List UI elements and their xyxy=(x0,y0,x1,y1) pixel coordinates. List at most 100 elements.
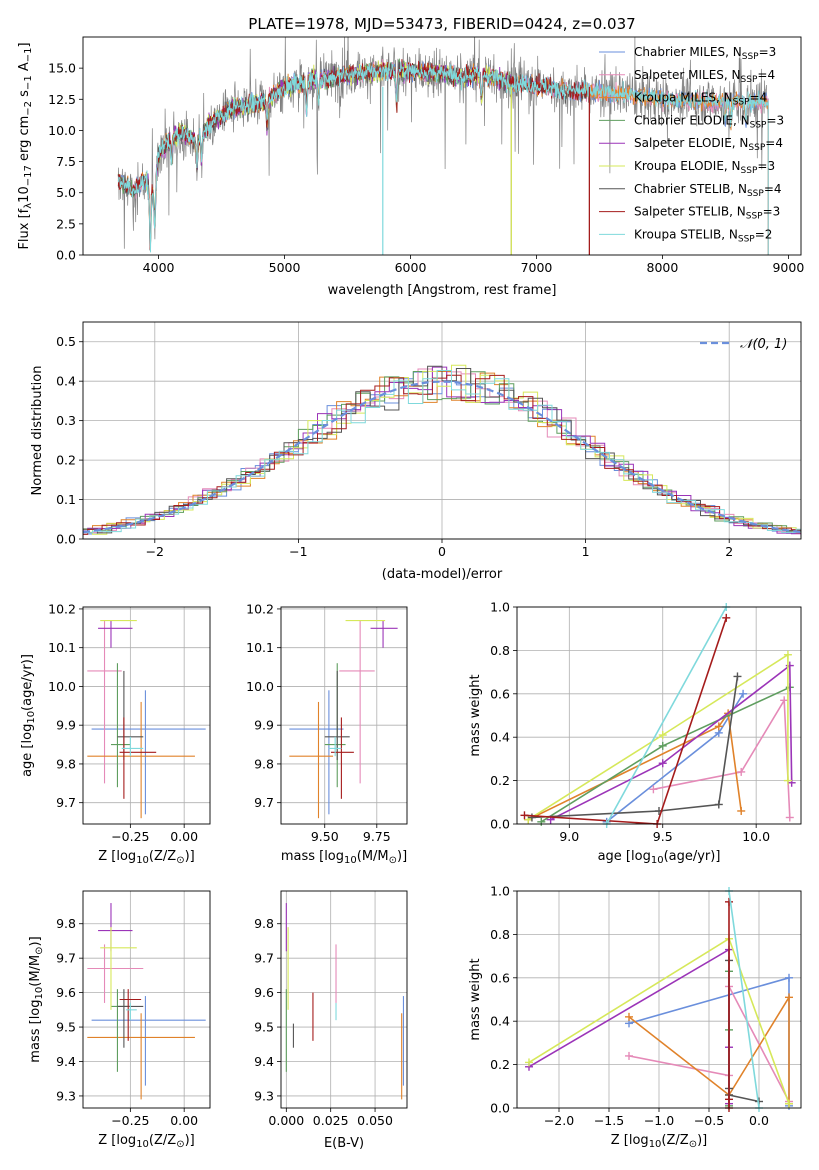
x-tick-label: 6000 xyxy=(395,260,427,275)
label-part: (M/M xyxy=(28,955,43,987)
axes-frame xyxy=(516,890,802,1109)
residual-histogram-kroupa-stelib xyxy=(83,370,801,534)
label-part: (age/yr)] xyxy=(664,849,721,864)
errorbar-point-chabrier-stelib xyxy=(324,670,350,761)
legend-label: Salpeter MILES, NSSP=4 xyxy=(634,68,775,85)
legend-label: Kroupa ELODIE, NSSP=3 xyxy=(634,159,775,176)
massweight-marker xyxy=(714,722,723,731)
massweight-line-kroupa-miles xyxy=(628,994,790,1104)
axes-frame xyxy=(280,606,408,825)
x-axis-label: Z [log10(Z/Z⊙)] xyxy=(98,849,194,866)
massweight-marker xyxy=(785,813,794,822)
massweight-marker xyxy=(658,731,667,740)
y-tick-label: 9.3 xyxy=(56,1088,76,1103)
label-part: 10 xyxy=(26,711,37,724)
y-tick-label: 0.2 xyxy=(56,453,76,468)
z-vs-massweight-panel: −2.0 −1.5 −1.0 −0.5 0.0 0.0 0.2 0.4 0.6 0.8 1.0 Z [… xyxy=(468,884,802,1150)
legend-name: Salpeter MILES, N xyxy=(634,68,741,82)
y-tick-label: 10.0 xyxy=(246,679,274,694)
x-axis-label: E(B-V) xyxy=(324,1136,364,1151)
y-tick-label: 0.6 xyxy=(490,686,510,701)
massweight-marker xyxy=(780,696,789,705)
x-tick-label: 0.025 xyxy=(313,1113,349,1128)
legend-label: 𝒩(0, 1) xyxy=(740,337,787,352)
x-tick-label: 0.00 xyxy=(170,829,198,844)
massweight-marker xyxy=(783,776,792,785)
legend-name: Kroupa MILES, N xyxy=(634,91,733,105)
axes-frame xyxy=(82,321,802,540)
errorbar-point-chabrier-miles xyxy=(91,996,206,1086)
massweight-marker xyxy=(714,800,723,809)
x-axis-label: (data-model)/error xyxy=(382,567,503,582)
legend-label: Kroupa STELIB, NSSP=2 xyxy=(634,227,772,244)
normal-curve-line xyxy=(83,380,801,534)
ebv-vs-mass-panel: 0.000 0.025 0.050 9.3 9.4 9.5 9.6 9.7 9.8 E(B-V) xyxy=(254,890,408,1151)
label-part: )] xyxy=(397,849,407,864)
x-axis-label: Z [log10(Z/Z⊙)] xyxy=(98,1133,194,1150)
y-axis-label: mass weight xyxy=(468,958,483,1040)
y-axis-label: mass [log10(M/M⊙)] xyxy=(28,936,45,1062)
massweight-marker xyxy=(527,813,536,822)
legend-suffix: =3 xyxy=(763,205,781,219)
y-tick-label: 9.4 xyxy=(56,1054,76,1069)
x-axis-label: Z [log10(Z/Z⊙)] xyxy=(611,1133,707,1150)
y-tick-label: 0.4 xyxy=(490,730,510,745)
y-axis-label: Normed distribution xyxy=(30,366,45,496)
label-part: −1 xyxy=(23,48,34,63)
x-tick-label: 0.000 xyxy=(268,1113,304,1128)
massweight-marker xyxy=(658,759,667,768)
legend-sub: SSP xyxy=(741,166,758,176)
label-part: A xyxy=(17,62,32,75)
legend-sub: SSP xyxy=(747,189,764,199)
label-part: (M/M xyxy=(357,849,389,864)
label-part: −17 xyxy=(23,165,34,186)
x-tick-label: −2 xyxy=(146,544,164,559)
errorbar-point-kroupa-miles xyxy=(87,1013,195,1100)
y-tick-label: 0.8 xyxy=(490,927,510,942)
legend-name: Kroupa ELODIE, N xyxy=(634,159,741,173)
legend-sub: SSP xyxy=(748,143,765,153)
massweight-marker xyxy=(525,1058,533,1067)
massweight-marker xyxy=(785,973,793,982)
x-tick-label: 9.5 xyxy=(653,829,673,844)
massweight-marker xyxy=(783,650,792,659)
spectrum-title: PLATE=1978, MJD=53473, FIBERID=0424, z=0… xyxy=(248,15,635,33)
errorbar-point-salpeter-elodie xyxy=(98,620,133,648)
massweight-marker xyxy=(785,993,793,1002)
label-part: (Z/Z xyxy=(149,849,176,864)
axes-frame xyxy=(82,606,211,825)
y-tick-label: 10.1 xyxy=(48,640,76,655)
massweight-line-chabrier-stelib xyxy=(531,676,739,819)
y-tick-label: 10.0 xyxy=(48,123,76,138)
y-tick-label: 2.5 xyxy=(56,216,76,231)
label-part: s xyxy=(17,90,32,101)
legend-suffix: =4 xyxy=(750,91,768,105)
y-tick-label: 10.2 xyxy=(48,601,76,616)
errorbar-point-kroupa-stelib xyxy=(126,1002,137,1021)
y-tick-label: 0.4 xyxy=(56,374,76,389)
label-part: )] xyxy=(697,1133,707,1148)
label-part: −2 xyxy=(23,101,34,116)
massweight-line-salpeter-miles xyxy=(653,697,791,818)
legend-sub: SSP xyxy=(733,98,750,108)
label-part: (Z/Z xyxy=(149,1133,176,1148)
errorbar-point-salpeter-miles xyxy=(339,620,375,784)
massweight-marker xyxy=(520,811,529,820)
x-tick-label: −0.5 xyxy=(694,1113,724,1128)
massweight-marker xyxy=(733,672,742,681)
mass-vs-age-panel: 9.50 9.75 9.7 9.8 9.9 10.0 10.1 10.2 mass [log10… xyxy=(246,601,408,866)
x-axis-label: age [log10(age/yr)] xyxy=(598,849,721,866)
y-tick-label: 0.0 xyxy=(490,1101,510,1116)
axes-frame xyxy=(82,36,802,256)
errorbar-point-chabrier-elodie xyxy=(110,663,131,788)
label-part: 10 xyxy=(34,987,45,1000)
y-tick-label: 9.9 xyxy=(254,718,274,733)
label-part: ⊙ xyxy=(689,1139,697,1150)
y-tick-label: 0.0 xyxy=(56,248,76,263)
errorbar-point-salpeter-miles xyxy=(87,944,144,1003)
y-tick-label: 9.6 xyxy=(254,985,274,1000)
label-part: mass [log xyxy=(281,849,344,864)
y-tick-label: 9.5 xyxy=(56,1020,76,1035)
x-tick-label: −0.25 xyxy=(111,1113,149,1128)
